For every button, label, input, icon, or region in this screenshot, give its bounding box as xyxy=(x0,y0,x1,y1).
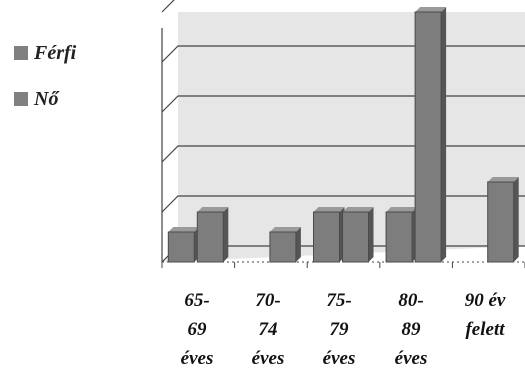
x-tick-label-80-89: 80- 89 éves xyxy=(376,286,446,373)
bar-Férfi-3 xyxy=(385,211,413,263)
x-tick-line: 69 xyxy=(187,319,207,340)
bar-top-0-0 xyxy=(168,227,200,232)
legend-label-ferfi: Férfi xyxy=(34,41,77,64)
bar-side-1-2 xyxy=(368,207,374,262)
x-tick-line: éves xyxy=(180,348,214,369)
bar-top-1-1 xyxy=(269,227,301,232)
legend-label-no: Nő xyxy=(34,87,59,110)
x-tick-line: 65- xyxy=(184,290,210,311)
bar-Nő-2 xyxy=(342,211,369,263)
bar-Nő-4 xyxy=(487,181,515,263)
x-tick-line: 90 év xyxy=(464,290,506,311)
bar-side-1-0 xyxy=(223,207,229,262)
x-tick-label-90-felett: 90 év felett xyxy=(450,286,520,344)
x-tick-label-65-69: 65- 69 éves xyxy=(162,286,232,373)
x-tick-line: 80- xyxy=(398,290,424,311)
legend-item-no: Nő xyxy=(14,88,76,110)
bar-Nő-1 xyxy=(269,231,297,263)
x-tick-line: 70- xyxy=(255,290,281,311)
x-tick-line: 89 xyxy=(401,319,421,340)
bar-Nő-0 xyxy=(196,211,224,263)
bar-top-1-3 xyxy=(415,7,447,12)
bar-top-1-2 xyxy=(342,207,374,212)
bar-Férfi-2 xyxy=(313,211,340,263)
legend-item-ferfi: Férfi xyxy=(14,42,76,64)
x-tick-label-70-74: 70- 74 éves xyxy=(233,286,303,373)
bar-top-1-4 xyxy=(487,177,519,182)
x-tick-line: éves xyxy=(394,348,428,369)
x-tick-line: éves xyxy=(251,348,285,369)
x-tick-line: felett xyxy=(465,319,505,340)
gridline xyxy=(161,0,175,13)
gridline xyxy=(161,95,525,113)
gridline xyxy=(161,145,525,163)
x-tick-line: 79 xyxy=(329,319,349,340)
gridline xyxy=(161,195,525,213)
bar-top-1-0 xyxy=(197,207,229,212)
gridline xyxy=(161,45,525,63)
x-tick-line: 74 xyxy=(258,319,278,340)
bar-Nő-3 xyxy=(414,11,442,263)
legend: Férfi Nő xyxy=(14,42,76,134)
x-tick-line: éves xyxy=(322,348,356,369)
x-tick-line: 75- xyxy=(326,290,352,311)
x-tick-label-75-79: 75- 79 éves xyxy=(304,286,374,373)
bar-Férfi-0 xyxy=(167,231,195,263)
bar-top-0-3 xyxy=(386,207,418,212)
bar-side-1-4 xyxy=(513,177,519,262)
bar-side-1-3 xyxy=(441,7,447,262)
bar-top-0-2 xyxy=(313,207,345,212)
legend-swatch-no xyxy=(14,92,28,106)
legend-swatch-ferfi xyxy=(14,46,28,60)
bar-side-1-1 xyxy=(295,227,301,262)
